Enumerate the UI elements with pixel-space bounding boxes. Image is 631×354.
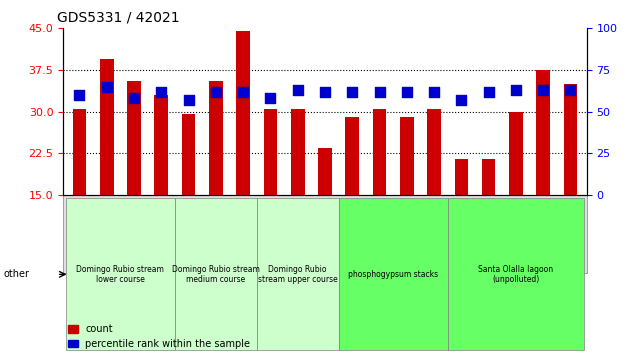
Point <box>538 87 548 93</box>
Point <box>347 89 357 95</box>
Text: other: other <box>3 269 29 279</box>
Point <box>429 89 439 95</box>
Point <box>374 89 384 95</box>
Bar <box>454 159 468 195</box>
Bar <box>209 81 223 195</box>
Text: Domingo Rubio stream
medium course: Domingo Rubio stream medium course <box>172 265 260 284</box>
Text: Santa Olalla lagoon
(unpolluted): Santa Olalla lagoon (unpolluted) <box>478 265 553 284</box>
Bar <box>482 159 495 195</box>
Bar <box>155 95 168 195</box>
Bar <box>427 109 441 195</box>
Point <box>402 89 412 95</box>
Point <box>293 87 303 93</box>
Point <box>238 89 248 95</box>
Point <box>511 87 521 93</box>
Bar <box>536 70 550 195</box>
Bar <box>373 109 386 195</box>
Text: Domingo Rubio
stream upper course: Domingo Rubio stream upper course <box>258 265 338 284</box>
Bar <box>73 109 86 195</box>
Bar <box>509 112 522 195</box>
Bar <box>563 84 577 195</box>
Point <box>483 89 493 95</box>
Bar <box>127 81 141 195</box>
Point <box>211 89 221 95</box>
Point <box>74 92 85 98</box>
Point <box>184 97 194 103</box>
Bar <box>291 109 305 195</box>
Text: Domingo Rubio stream
lower course: Domingo Rubio stream lower course <box>76 265 164 284</box>
Bar <box>318 148 332 195</box>
Point <box>320 89 330 95</box>
Bar <box>264 109 277 195</box>
Bar <box>345 117 359 195</box>
Point <box>565 87 575 93</box>
Text: GDS5331 / 42021: GDS5331 / 42021 <box>57 11 179 25</box>
Bar <box>400 117 413 195</box>
Bar <box>100 59 114 195</box>
Text: phosphogypsum stacks: phosphogypsum stacks <box>348 270 438 279</box>
Bar <box>237 31 250 195</box>
Point <box>156 89 167 95</box>
Point <box>266 95 276 101</box>
Legend: count, percentile rank within the sample: count, percentile rank within the sample <box>68 324 251 349</box>
Point <box>102 84 112 89</box>
Bar <box>182 114 196 195</box>
Point <box>456 97 466 103</box>
Point <box>129 95 139 101</box>
